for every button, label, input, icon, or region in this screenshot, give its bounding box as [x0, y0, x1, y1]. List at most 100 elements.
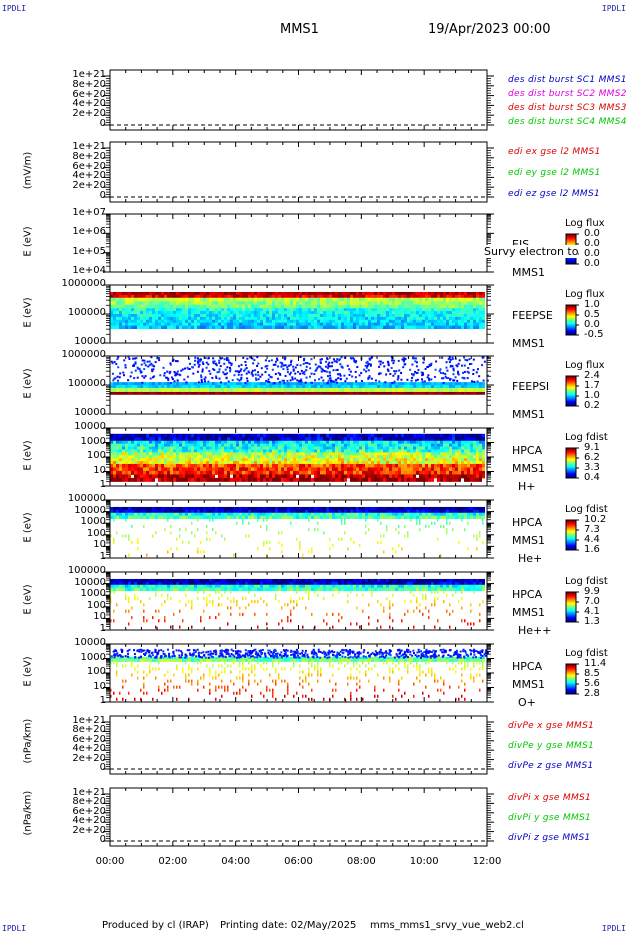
y-tick-label: 100000: [67, 307, 106, 318]
y-tick-label: 100: [86, 599, 106, 611]
colorbar-value: 0.0: [584, 228, 600, 239]
colorbar-title: Log flux: [565, 360, 605, 371]
instrument-label: MMS1: [512, 678, 545, 691]
instrument-label: FEEPSI: [512, 380, 550, 393]
y-tick-label: 10: [93, 680, 106, 692]
y-axis-label: E (eV): [22, 584, 34, 615]
y-tick-label: 10000: [74, 421, 106, 432]
y-tick-label: 1: [99, 695, 106, 706]
y-tick-label: 1e+07: [72, 207, 106, 218]
legend-entry: des dist burst SC4 MMS4: [508, 117, 627, 127]
y-tick-label: 1000: [80, 516, 106, 528]
footer-produced: Produced by cl (IRAP): [102, 920, 209, 931]
colorbar-title: Log fdist: [565, 648, 608, 659]
corner-label-tr: IPDLI: [601, 4, 626, 13]
y-tick-label: 1e+21: [72, 787, 106, 798]
heatmap-6: [110, 433, 485, 482]
y-tick-label: 6e+20: [72, 88, 106, 100]
y-tick-label: 8e+20: [72, 150, 106, 162]
y-tick-label: 1e+21: [72, 715, 106, 726]
y-tick-label: 10: [93, 464, 106, 476]
colorbar-value: 0.0: [584, 258, 600, 269]
instrument-label: MMS1: [512, 462, 545, 475]
instrument-label: O+: [518, 696, 536, 709]
instrument-label: MMS1: [512, 606, 545, 619]
colorbar: [565, 304, 579, 336]
panel-10: [103, 715, 494, 775]
y-tick-label: 1000000: [61, 278, 106, 289]
colorbar-value: 1.0: [584, 299, 600, 310]
y-axis-label: E (eV): [22, 368, 34, 399]
colorbar-value: 9.1: [584, 442, 600, 453]
y-tick-label: 100000: [67, 378, 106, 389]
instrument-label: MMS1: [512, 266, 545, 279]
x-tick-label: 06:00: [284, 856, 313, 867]
colorbar-title: Log fdist: [565, 504, 608, 515]
panel-1: [103, 69, 494, 131]
panel-8: [103, 571, 494, 631]
colorbar-value: 1.7: [584, 380, 600, 391]
y-tick-label: 100000: [67, 493, 106, 504]
colorbar-value: 7.0: [584, 596, 600, 607]
instrument-label: He+: [518, 552, 543, 565]
colorbar-value: 0.5: [584, 309, 600, 320]
y-tick-label: 10000: [74, 576, 106, 588]
instrument-label: MMS1: [512, 534, 545, 547]
panel-11: [103, 787, 494, 847]
y-tick-label: 1: [99, 623, 106, 634]
y-tick-label: 100: [86, 666, 106, 677]
heatmap-8: [110, 578, 485, 629]
panel-4: [103, 284, 494, 344]
colorbar-value: 1.3: [584, 616, 600, 627]
y-tick-label: 10000: [74, 336, 106, 347]
legend-entry: divPe y gse MMS1: [508, 741, 595, 751]
legend-entry: des dist burst SC2 MMS2: [508, 89, 627, 99]
legend-entry: divPi x gse MMS1: [508, 793, 592, 803]
y-tick-label: 6e+20: [72, 160, 106, 172]
x-tick-label: 10:00: [409, 856, 439, 867]
panel-6: [103, 427, 494, 487]
y-tick-label: 100000: [67, 565, 106, 576]
y-axis-label: E (eV): [22, 226, 34, 257]
colorbar-value: 10.2: [584, 514, 607, 525]
colorbar-title: Log fdist: [565, 576, 608, 587]
colorbar: [565, 375, 579, 407]
y-tick-label: 0: [99, 118, 106, 129]
corner-label-br: IPDLI: [601, 924, 626, 933]
y-tick-label: 1e+05: [72, 245, 106, 257]
legend-entry: edi ez gse l2 MMS1: [508, 189, 600, 199]
y-tick-label: 1000: [80, 435, 106, 447]
y-axis-label: E (eV): [22, 297, 34, 328]
colorbar-value: 1.0: [584, 390, 600, 401]
x-tick-label: 12:00: [472, 856, 502, 867]
colorbar-value: 8.5: [584, 668, 600, 679]
colorbar: [565, 519, 579, 551]
colorbar-value: 4.4: [584, 534, 600, 545]
y-tick-label: 4e+20: [72, 743, 106, 755]
heatmap-5: [110, 356, 489, 395]
colorbar-value: 3.3: [584, 462, 600, 473]
date-title: 19/Apr/2023 00:00: [428, 22, 551, 37]
y-axis-label: E (eV): [22, 440, 34, 471]
y-axis-label: (nPa/km): [22, 790, 34, 836]
y-tick-label: 1e+06: [72, 226, 106, 238]
y-tick-label: 1000: [80, 651, 106, 663]
instrument-label: MMS1: [512, 408, 545, 421]
colorbar: [565, 663, 579, 695]
legend-entry: divPe z gse MMS1: [508, 761, 594, 771]
colorbar-title: Log flux: [565, 289, 605, 300]
panel-7: [103, 499, 494, 559]
corner-label-tl: IPDLI: [2, 4, 27, 13]
legend-entry: edi ey gse l2 MMS1: [508, 168, 601, 178]
panel-9: [103, 643, 494, 703]
y-tick-label: 4e+20: [72, 98, 106, 110]
colorbar-title: Log flux: [565, 218, 605, 229]
heatmap-7: [110, 506, 485, 557]
colorbar-value: 0.0: [584, 319, 600, 330]
colorbar-value: 0.0: [584, 248, 600, 259]
y-tick-label: 2e+20: [72, 752, 106, 764]
colorbar: [565, 591, 579, 623]
spacecraft-title: MMS1: [280, 22, 319, 37]
y-tick-label: 10000: [74, 407, 106, 418]
instrument-label: HPCA: [512, 516, 543, 529]
